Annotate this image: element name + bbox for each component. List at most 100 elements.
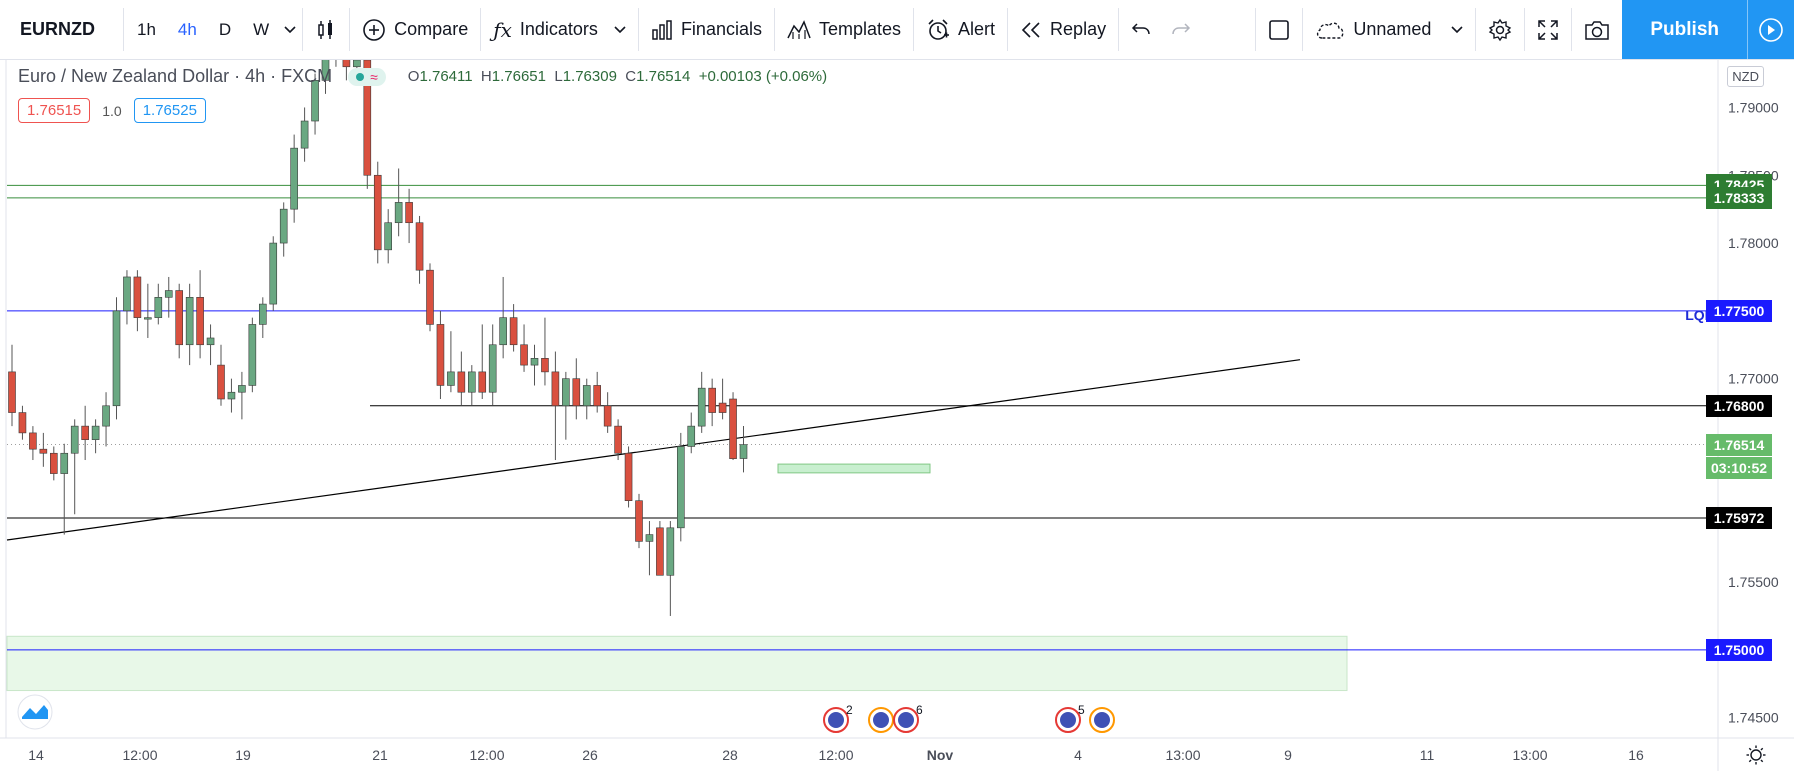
candle-body [175, 290, 183, 346]
chart-type-button[interactable] [303, 0, 349, 59]
settings-button[interactable] [1476, 0, 1524, 59]
undo-icon[interactable] [1131, 22, 1151, 38]
timeframe-1h[interactable]: 1h [137, 19, 156, 39]
expand-button[interactable] [1525, 0, 1571, 59]
indicators-label: Indicators [519, 19, 598, 39]
candle-body [39, 448, 48, 454]
demand-zone [6, 635, 1348, 692]
trade-quantity[interactable]: 1.0 [102, 102, 122, 119]
divider [123, 8, 124, 51]
trend-line [6, 359, 1301, 541]
candle-body [593, 385, 602, 407]
candle-body [676, 446, 685, 529]
indicators-button[interactable]: ƒx Indicators [481, 0, 638, 59]
candle-body [248, 324, 257, 386]
candle-body [457, 371, 466, 393]
candle-body [363, 60, 372, 176]
alert-label: Alert [958, 19, 996, 39]
divider [913, 8, 915, 51]
publish-menu-button[interactable] [1747, 0, 1794, 59]
divider [637, 8, 639, 51]
timeframe-4h[interactable]: 4h [177, 19, 197, 39]
price-tick: 1.78000 [1728, 235, 1779, 251]
rewind-icon [1020, 21, 1042, 39]
time-tick: 13:00 [1512, 747, 1547, 763]
divider [302, 8, 304, 51]
market-status-dot [356, 72, 365, 81]
sell-price-button[interactable]: 1.76515 [18, 98, 91, 123]
candle-body [311, 80, 319, 122]
divider [1118, 8, 1120, 51]
replay-button[interactable]: Replay [1008, 0, 1118, 59]
publish-button[interactable]: Publish [1622, 0, 1747, 59]
entry-zone [777, 463, 931, 474]
high-value: 1.76651 [491, 68, 546, 85]
pill-symbol: ≈ [370, 68, 378, 85]
candle-body [530, 358, 539, 366]
open-value: 1.76411 [419, 68, 473, 85]
top-toolbar: EURNZD 1h 4h D W Compare ƒx Indicators F… [0, 0, 1794, 60]
chevron-down-icon[interactable] [284, 25, 296, 34]
candle-body [185, 297, 194, 346]
axis-settings-icon [1746, 745, 1766, 765]
time-tick: 14 [28, 747, 44, 763]
candle-body [123, 276, 131, 312]
compare-button[interactable]: Compare [350, 0, 480, 59]
candle-body [206, 337, 215, 346]
fullscreen-toggle-button[interactable] [1256, 0, 1302, 59]
price-tick: 1.74500 [1728, 710, 1779, 726]
templates-button[interactable]: Templates [775, 0, 913, 59]
time-tick: 19 [235, 747, 251, 763]
chevron-down-icon[interactable] [1451, 25, 1463, 34]
history-controls [1119, 0, 1203, 59]
price-tick: 1.77000 [1728, 371, 1779, 387]
candle-body [60, 452, 69, 474]
candle-body [541, 358, 549, 373]
timeframe-d[interactable]: D [218, 19, 232, 39]
price-tick: 1.79000 [1728, 99, 1779, 115]
price-label: 1.76514 [1706, 433, 1772, 456]
candle-body [18, 412, 27, 434]
publish-label: Publish [1650, 18, 1719, 40]
time-tick: 28 [722, 747, 738, 763]
candle-body [624, 452, 633, 501]
alarm-clock-icon [926, 18, 950, 42]
time-tick: 12:00 [469, 747, 504, 763]
price-chart[interactable]: 1.790001.785001.780001.770001.755001.745… [0, 60, 1794, 771]
symbol-search[interactable]: EURNZD [20, 19, 95, 39]
chevron-down-icon[interactable] [614, 25, 626, 34]
time-tick: 16 [1628, 747, 1644, 763]
candle-body [384, 222, 393, 251]
financials-button[interactable]: Financials [639, 0, 774, 59]
alert-button[interactable]: Alert [914, 0, 1007, 59]
candle-body [300, 120, 309, 149]
candle-body [321, 60, 330, 81]
candle-body [645, 534, 654, 542]
timeframe-group: 1h 4h D W [124, 0, 302, 59]
candle-body [739, 444, 748, 459]
candle-body [415, 222, 424, 271]
snapshot-button[interactable] [1572, 0, 1622, 59]
price-tick: 1.75500 [1728, 574, 1779, 590]
time-tick: 21 [372, 747, 388, 763]
candle-body [112, 310, 121, 407]
status-pill[interactable]: ≈ [348, 67, 386, 86]
candle-body [572, 378, 581, 407]
layout-menu-button[interactable]: Unnamed [1303, 0, 1475, 59]
candle-body [81, 425, 89, 440]
redo-icon[interactable] [1171, 22, 1191, 38]
close-value: 1.76514 [636, 68, 691, 85]
add-circle-icon [362, 18, 386, 42]
chart-legend: Euro / New Zealand Dollar · 4h · FXCM ≈ … [18, 66, 827, 87]
candle-body [353, 60, 361, 68]
candle-body [520, 344, 528, 366]
logo-icon [17, 694, 53, 730]
bar-chart-icon [651, 19, 673, 40]
candle-body [729, 398, 737, 459]
currency-badge[interactable]: NZD [1727, 66, 1764, 87]
candle-body [238, 385, 246, 393]
timeframe-w[interactable]: W [253, 19, 270, 39]
ohlc-values: O1.76411 H1.76651 L1.76309 C1.76514 +0.0… [408, 68, 827, 85]
play-circle-icon [1758, 17, 1784, 43]
buy-price-button[interactable]: 1.76525 [133, 98, 206, 123]
